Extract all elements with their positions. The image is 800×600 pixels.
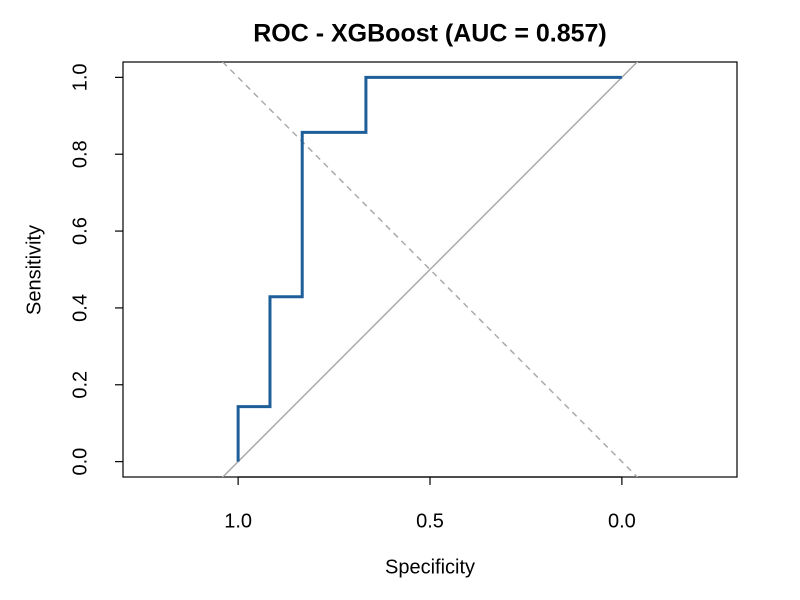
y-tick-label: 0.6 <box>69 217 91 245</box>
x-axis-label: Specificity <box>385 556 475 578</box>
y-axis-label: Sensitivity <box>23 225 45 315</box>
roc-curve <box>236 75 622 462</box>
x-tick-label: 0.5 <box>416 510 444 532</box>
chart-title: ROC - XGBoost (AUC = 0.857) <box>253 20 607 48</box>
x-tick-label: 1.0 <box>224 510 252 532</box>
y-tick-label: 0.0 <box>69 448 91 476</box>
y-tick-label: 1.0 <box>69 63 91 91</box>
x-tick-label: 0.0 <box>608 510 636 532</box>
y-tick-label: 0.8 <box>69 140 91 168</box>
y-tick-label: 0.2 <box>69 371 91 399</box>
y-tick-label: 0.4 <box>69 294 91 322</box>
